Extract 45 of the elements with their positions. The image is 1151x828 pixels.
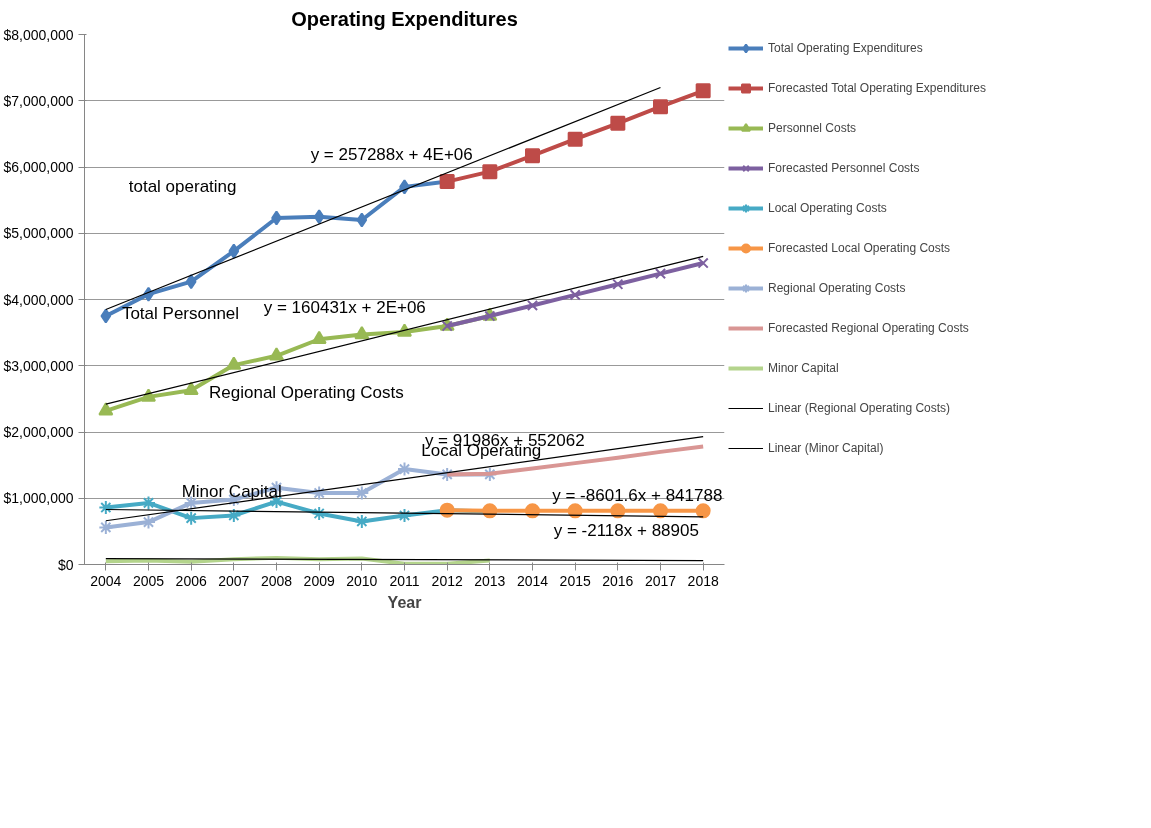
x-tick-label: 2014 — [516, 572, 549, 589]
legend-label: Forecasted Personnel Costs — [768, 161, 920, 175]
x-tick-label: 2010 — [346, 572, 378, 589]
x-tick-label: 2018 — [687, 572, 719, 589]
legend-label: Forecasted Local Operating Costs — [768, 241, 951, 255]
x-tick-label: 2013 — [474, 572, 506, 589]
annotation: y = -8601.6x + 841788 — [552, 486, 723, 506]
annotation: y = 257288x + 4E+06 — [310, 144, 473, 164]
legend-label: Forecasted Regional Operating Costs — [768, 321, 969, 335]
annotation: y = 160431x + 2E+06 — [263, 297, 426, 317]
annotation: Total Personnel — [121, 303, 240, 323]
y-tick-label: $3,000,000 — [3, 357, 74, 374]
y-tick-label: $1,000,000 — [3, 490, 74, 507]
legend-label: Linear (Minor Capital) — [768, 441, 884, 455]
legend-label: Total Operating Expenditures — [768, 41, 923, 55]
x-tick-label: 2004 — [90, 572, 122, 589]
y-tick-label: $2,000,000 — [3, 424, 74, 440]
legend-label: Minor Capital — [768, 361, 839, 375]
x-tick-label: 2012 — [431, 572, 463, 589]
annotation: y = -2118x + 88905 — [553, 521, 699, 541]
y-tick-label: $6,000,000 — [3, 159, 74, 175]
y-tick-label: $7,000,000 — [3, 92, 74, 109]
y-tick-label: $0 — [57, 556, 74, 573]
x-tick-label: 2005 — [132, 572, 165, 589]
legend-label: Personnel Costs — [768, 121, 857, 135]
y-tick-label: $8,000,000 — [3, 26, 74, 43]
x-axis-title: Year — [387, 593, 422, 611]
x-tick-label: 2011 — [389, 572, 420, 589]
x-tick-label: 2017 — [644, 572, 677, 589]
chart-title: Operating Expenditures — [291, 7, 518, 30]
annotation: Minor Capital — [181, 482, 282, 502]
x-tick-label: 2016 — [602, 572, 634, 589]
y-tick-label: $5,000,000 — [3, 225, 74, 242]
x-tick-label: 2006 — [175, 572, 207, 589]
x-tick-label: 2015 — [559, 572, 591, 589]
legend-label: Local Operating Costs — [768, 201, 887, 215]
x-tick-label: 2008 — [260, 572, 293, 589]
x-tick-label: 2007 — [218, 572, 250, 589]
legend-label: Regional Operating Costs — [768, 281, 906, 295]
legend-label: Linear (Regional Operating Costs) — [768, 401, 951, 415]
annotation: Regional Operating Costs — [209, 383, 404, 403]
y-tick-label: $4,000,000 — [3, 291, 74, 308]
legend-label: Forecasted Total Operating Expenditures — [768, 81, 986, 95]
x-tick-label: 2009 — [303, 572, 335, 589]
annotation: total operating — [128, 176, 237, 196]
